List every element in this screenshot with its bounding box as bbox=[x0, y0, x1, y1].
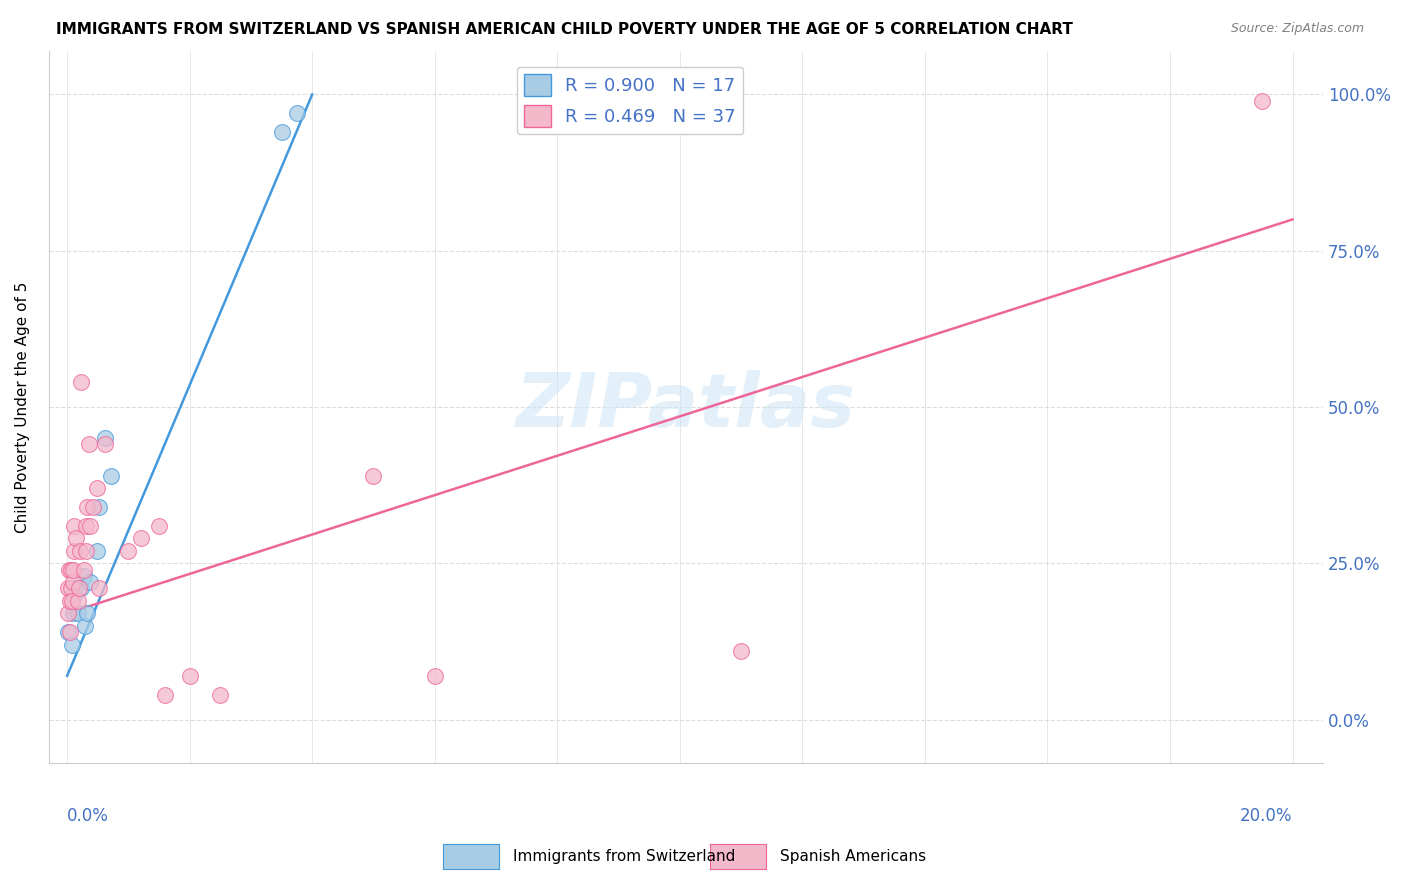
Point bbox=[59, 582, 82, 596]
Point bbox=[285, 106, 308, 120]
Point bbox=[60, 638, 83, 652]
Point bbox=[87, 582, 110, 596]
Point bbox=[129, 531, 152, 545]
Text: Source: ZipAtlas.com: Source: ZipAtlas.com bbox=[1230, 22, 1364, 36]
Text: Immigrants from Switzerland: Immigrants from Switzerland bbox=[513, 849, 735, 863]
Point bbox=[69, 375, 91, 389]
Point bbox=[75, 543, 97, 558]
Point bbox=[86, 543, 108, 558]
Point bbox=[86, 481, 108, 495]
Point bbox=[63, 543, 86, 558]
Point bbox=[363, 468, 385, 483]
Point bbox=[117, 543, 139, 558]
Point bbox=[62, 607, 84, 621]
Point bbox=[63, 582, 86, 596]
Point bbox=[148, 518, 170, 533]
Point bbox=[65, 531, 87, 545]
Text: 20.0%: 20.0% bbox=[1240, 807, 1292, 825]
Point bbox=[76, 500, 98, 514]
Point bbox=[73, 568, 96, 582]
Text: 0.0%: 0.0% bbox=[67, 807, 110, 825]
Y-axis label: Child Poverty Under the Age of 5: Child Poverty Under the Age of 5 bbox=[15, 281, 30, 533]
Point bbox=[58, 562, 80, 576]
Point bbox=[56, 607, 79, 621]
Text: Spanish Americans: Spanish Americans bbox=[780, 849, 927, 863]
Point bbox=[79, 574, 101, 589]
Point bbox=[270, 125, 292, 139]
Point bbox=[63, 518, 86, 533]
Point bbox=[73, 619, 96, 633]
Text: ZIPatlas: ZIPatlas bbox=[516, 370, 856, 443]
Point bbox=[82, 500, 104, 514]
Point bbox=[94, 431, 117, 445]
Point bbox=[153, 688, 176, 702]
Point bbox=[60, 594, 83, 608]
Point bbox=[62, 574, 84, 589]
Point bbox=[67, 582, 90, 596]
Point bbox=[75, 518, 97, 533]
Point bbox=[423, 669, 446, 683]
Point bbox=[69, 582, 91, 596]
Point bbox=[76, 607, 98, 621]
Text: IMMIGRANTS FROM SWITZERLAND VS SPANISH AMERICAN CHILD POVERTY UNDER THE AGE OF 5: IMMIGRANTS FROM SWITZERLAND VS SPANISH A… bbox=[56, 22, 1073, 37]
Point bbox=[63, 588, 86, 602]
Point bbox=[1250, 94, 1272, 108]
Legend: R = 0.900   N = 17, R = 0.469   N = 37: R = 0.900 N = 17, R = 0.469 N = 37 bbox=[516, 67, 744, 135]
Point bbox=[87, 500, 110, 514]
Point bbox=[67, 594, 90, 608]
Point bbox=[79, 518, 101, 533]
Point bbox=[73, 562, 96, 576]
Point bbox=[179, 669, 201, 683]
Point bbox=[209, 688, 232, 702]
Point bbox=[730, 644, 752, 658]
Point bbox=[60, 562, 83, 576]
Point bbox=[77, 437, 100, 451]
Point bbox=[69, 543, 91, 558]
Point bbox=[94, 437, 117, 451]
Point bbox=[58, 625, 80, 640]
Point bbox=[67, 607, 90, 621]
Point bbox=[62, 562, 84, 576]
Point bbox=[59, 594, 82, 608]
Point bbox=[100, 468, 122, 483]
Point bbox=[58, 625, 80, 640]
Point bbox=[58, 582, 80, 596]
